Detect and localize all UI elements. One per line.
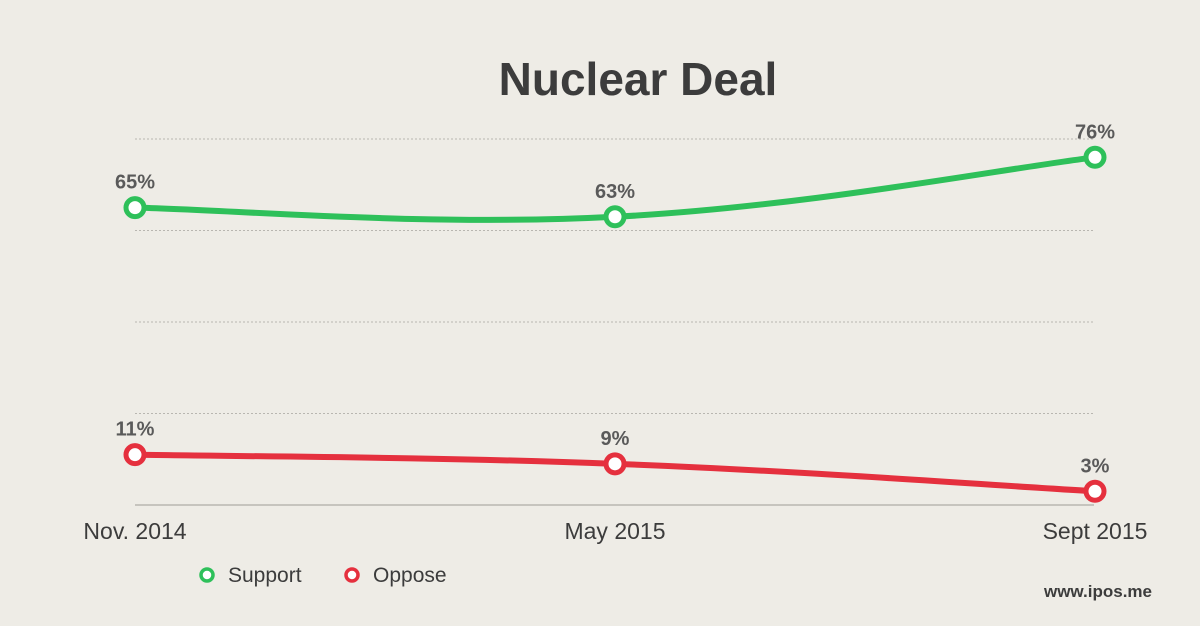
oppose-point xyxy=(1083,479,1107,503)
support-data-label: 63% xyxy=(595,181,635,203)
data-labels: 65% 63% 76% 11% 9% 3% xyxy=(115,121,1115,477)
support-point xyxy=(123,196,147,220)
x-axis-ticks: Nov. 2014 May 2015 Sept 2015 xyxy=(83,518,1147,544)
x-tick-label: Sept 2015 xyxy=(1043,518,1148,544)
support-data-label: 65% xyxy=(115,172,155,194)
grid xyxy=(135,138,1094,506)
support-legend-marker xyxy=(199,567,215,583)
oppose-legend-marker xyxy=(344,567,360,583)
support-point xyxy=(603,205,627,229)
oppose-legend-label: Oppose xyxy=(373,564,447,587)
support-legend-label: Support xyxy=(228,564,302,587)
credit-text: www.ipos.me xyxy=(1043,582,1152,601)
legend: Support Oppose xyxy=(199,564,447,587)
chart-title: Nuclear Deal xyxy=(499,53,778,105)
oppose-data-label: 9% xyxy=(601,428,630,450)
oppose-point xyxy=(603,452,627,476)
x-tick-label: May 2015 xyxy=(564,518,665,544)
support-point xyxy=(1083,145,1107,169)
oppose-data-label: 11% xyxy=(116,419,155,441)
support-data-label: 76% xyxy=(1075,121,1115,143)
x-tick-label: Nov. 2014 xyxy=(83,518,186,544)
oppose-data-label: 3% xyxy=(1081,455,1110,477)
oppose-point xyxy=(123,443,147,467)
series-points xyxy=(123,145,1107,503)
